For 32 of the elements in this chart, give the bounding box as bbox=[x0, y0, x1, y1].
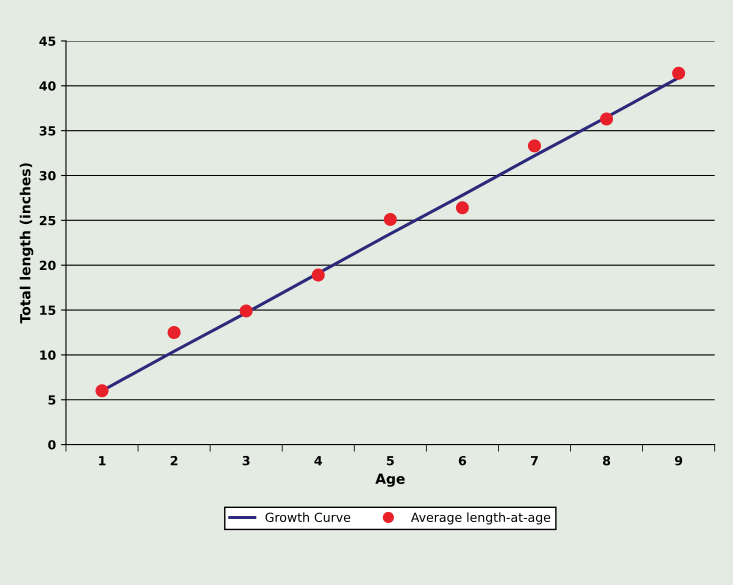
x-tick-label: 8 bbox=[602, 456, 610, 466]
x-tick-label: 3 bbox=[242, 456, 250, 466]
point bbox=[600, 112, 614, 126]
legend-label: Growth Curve bbox=[265, 512, 350, 522]
x-axis-title: Age bbox=[375, 474, 405, 487]
y-tick-label: 10 bbox=[40, 350, 56, 360]
y-tick-label: 40 bbox=[39, 81, 56, 91]
point bbox=[96, 384, 109, 398]
x-tick-label: 6 bbox=[458, 456, 466, 466]
point bbox=[672, 66, 686, 80]
y-tick-label: 20 bbox=[40, 260, 56, 270]
x-tick-label: 1 bbox=[99, 456, 106, 466]
y-axis-title: Total length (inches) bbox=[20, 163, 34, 324]
point bbox=[168, 326, 181, 339]
point bbox=[528, 139, 541, 152]
point bbox=[456, 201, 469, 214]
y-tick-label: 25 bbox=[40, 216, 56, 226]
point bbox=[240, 304, 253, 318]
y-tick-label: 15 bbox=[40, 306, 56, 315]
y-tick-label: 30 bbox=[40, 170, 56, 180]
x-tick-label: 4 bbox=[314, 456, 322, 466]
y-tick-label: 35 bbox=[40, 126, 56, 136]
x-tick-label: 2 bbox=[170, 456, 178, 466]
y-tick-label: 5 bbox=[48, 395, 56, 405]
x-tick-label: 7 bbox=[530, 456, 538, 466]
x-tick-label: 9 bbox=[674, 456, 682, 466]
x-tick-label: 5 bbox=[386, 456, 394, 466]
y-tick-label: 0 bbox=[48, 440, 56, 450]
legend-label: Average length-at-age bbox=[410, 512, 550, 524]
point bbox=[384, 212, 397, 226]
point bbox=[312, 268, 325, 282]
y-tick-label: 45 bbox=[39, 36, 56, 46]
